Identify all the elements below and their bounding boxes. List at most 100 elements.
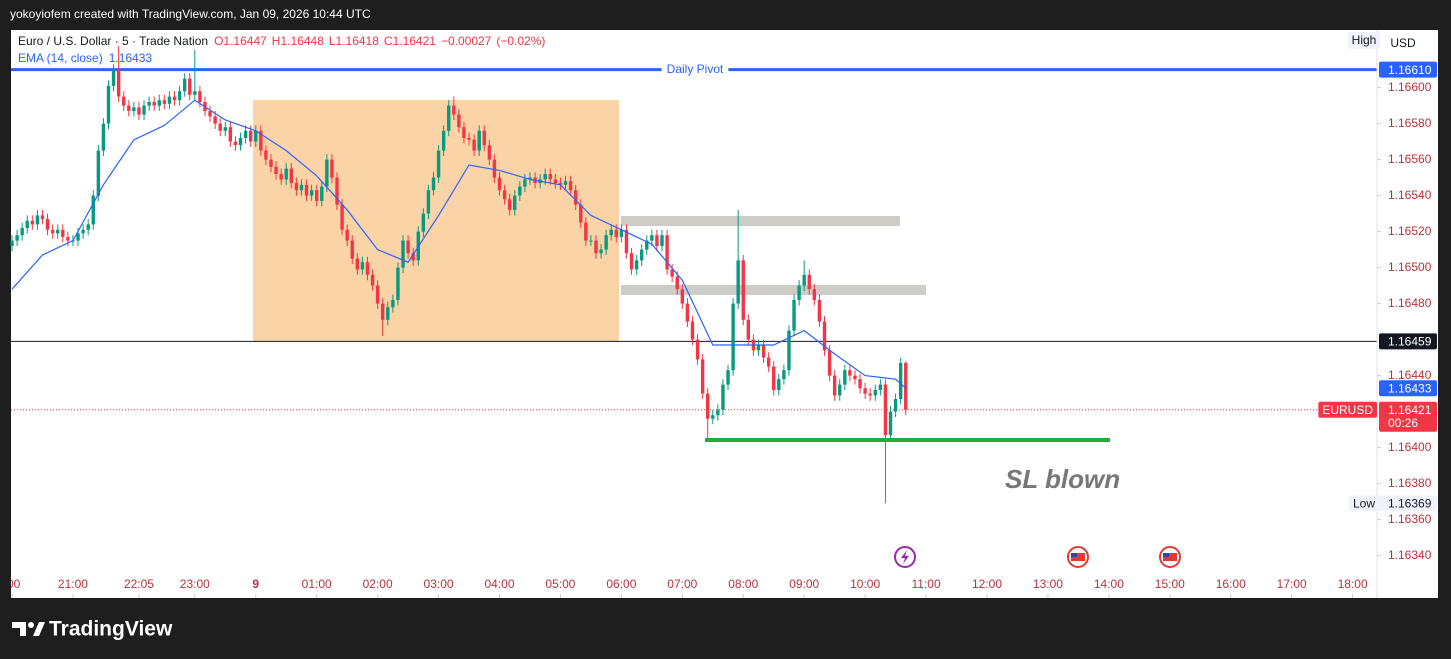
currency[interactable]: USD: [1390, 36, 1416, 50]
y-tick-label: 1.16380: [1388, 476, 1432, 490]
x-tick-label: 08:00: [728, 577, 758, 591]
candle-body: [284, 168, 288, 180]
candle-body: [426, 190, 431, 214]
candle-body: [685, 303, 690, 322]
candle-body: [568, 181, 573, 191]
candle-body: [584, 222, 588, 241]
candle-body: [599, 249, 603, 254]
flag-canton: [1163, 553, 1169, 557]
candle-body: [716, 409, 720, 416]
countdown: 00:26: [1388, 416, 1418, 430]
indicator-tag-box: [1379, 380, 1437, 397]
candles: [10, 46, 908, 504]
x-tick-label: 04:00: [484, 577, 514, 591]
candle-body: [756, 345, 761, 351]
low-value: 1.16369: [1388, 497, 1432, 511]
level-tag-box: [1379, 61, 1437, 78]
candle-body: [675, 276, 679, 290]
x-tick-label: 16:00: [1216, 577, 1246, 591]
high-button-label[interactable]: High: [1352, 33, 1377, 47]
candle-body: [101, 123, 106, 151]
candle-body: [650, 235, 654, 241]
candle-body: [777, 379, 781, 390]
y-tick-label: 1.16580: [1388, 116, 1432, 130]
header-text: yokoyiofem created with TradingView.com,…: [10, 7, 371, 21]
candle-body: [391, 300, 395, 308]
candle-body: [254, 130, 258, 142]
candle-body: [898, 363, 903, 399]
candle-body: [172, 96, 177, 101]
candle-body: [772, 366, 776, 390]
candle-body: [441, 130, 446, 151]
annotation: SL blown: [1005, 464, 1120, 494]
candle-body: [893, 399, 898, 412]
flag: [1071, 553, 1085, 561]
candle-body: [645, 240, 649, 250]
candle-body: [309, 190, 314, 196]
candle-body: [294, 183, 299, 191]
legend-value: C1.16421: [384, 34, 436, 48]
candle-body: [766, 357, 771, 367]
candle-body: [355, 258, 360, 270]
x-tick-label: 05:00: [545, 577, 575, 591]
indicator-tag: 1.16433: [1388, 381, 1432, 395]
indicator-name: EMA (14, close): [18, 51, 103, 65]
level-tag-box: [1379, 333, 1437, 350]
level-name: Daily Pivot: [667, 62, 724, 76]
candle-body: [797, 285, 801, 300]
x-tick-label: 03:00: [424, 577, 454, 591]
candle-body: [375, 285, 380, 304]
candle-body: [167, 96, 172, 104]
candle-body: [904, 363, 908, 410]
chart-panel: [11, 30, 1438, 598]
x-tick-label: 14:00: [1094, 577, 1124, 591]
candle-body: [528, 177, 532, 180]
candle-body: [639, 249, 644, 261]
candle-body: [513, 195, 517, 210]
candle-body: [304, 184, 309, 196]
candle-body: [731, 303, 735, 371]
footer-brand: TradingView: [49, 618, 173, 641]
candle-body: [665, 235, 669, 270]
candle-body: [761, 345, 766, 358]
candle-body: [264, 150, 268, 160]
candle-body: [853, 375, 857, 380]
candle-body: [91, 195, 95, 225]
candle-body: [711, 415, 715, 419]
candle-body: [807, 274, 811, 290]
candle-body: [325, 159, 329, 187]
flag-canton: [1071, 553, 1077, 557]
overlay: SL blown: [705, 438, 1181, 568]
y-tick-label: 1.16340: [1388, 548, 1432, 562]
candle-body: [238, 138, 243, 146]
high-button[interactable]: [1348, 32, 1380, 49]
candle-body: [86, 224, 90, 230]
logo-dot: [28, 622, 34, 628]
candle-body: [660, 235, 664, 246]
candle-body: [726, 370, 730, 385]
candle-body: [132, 107, 136, 111]
range-box: [253, 100, 619, 341]
y-tick-label: 1.16500: [1388, 260, 1432, 274]
drawings: [253, 100, 926, 341]
x-tick-label: 02:00: [363, 577, 393, 591]
candle-body: [863, 388, 867, 394]
y-tick-label: 1.16600: [1388, 80, 1432, 94]
y-tick-label: 1.16520: [1388, 224, 1432, 238]
candle-body: [477, 130, 481, 151]
candle-body: [680, 289, 685, 304]
x-tick-label: 23:00: [180, 577, 210, 591]
candle-body: [792, 300, 796, 331]
axes: Euro / U.S. Dollar · 5 · Trade Nation O1.…: [11, 34, 1437, 598]
candle-body: [137, 107, 141, 115]
candle-body: [619, 229, 624, 237]
candle-body: [208, 111, 212, 117]
last-price: 1.16421: [1388, 403, 1432, 417]
candle-body: [452, 105, 456, 115]
x-tick-label: 12:00: [972, 577, 1002, 591]
y-tick-label: 1.16440: [1388, 368, 1432, 382]
candle-body: [487, 145, 492, 160]
candle-body: [127, 105, 131, 111]
